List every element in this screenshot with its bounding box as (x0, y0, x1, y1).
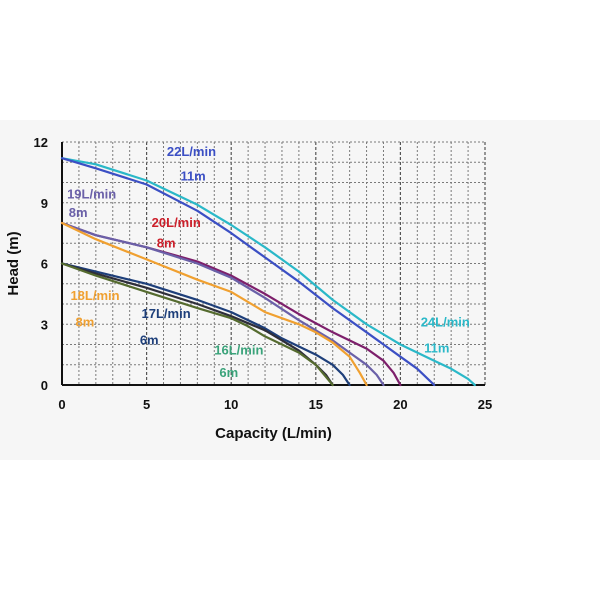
x-axis-title: Capacity (L/min) (215, 425, 332, 442)
curve-annotation: 19L/min (67, 187, 116, 202)
series-line (60, 221, 385, 387)
series-line (60, 157, 476, 387)
y-tick-label: 0 (41, 378, 48, 393)
y-tick-label: 12 (34, 135, 48, 150)
y-tick-label: 3 (41, 317, 48, 332)
annotations: 22L/min 11m 19L/min 8m 20L/min 8m 18L/min 8m 17L… (67, 144, 470, 380)
series-line (60, 262, 351, 387)
grid (62, 141, 486, 385)
curve-annotation: 6m (140, 333, 159, 348)
curve-annotation: 8m (69, 205, 88, 220)
chart-area: 0 5 10 15 20 25 0 3 6 9 12 22L/min 11m 19L/min 8m 20L/… (0, 120, 600, 460)
pump-performance-chart: 0 5 10 15 20 25 0 3 6 9 12 22L/min 11m 19L/min 8m 20L/… (5, 135, 493, 442)
curve-annotation: 18L/min (70, 288, 119, 303)
x-tick-label: 25 (478, 397, 492, 412)
curve-annotation: 20L/min (152, 215, 201, 230)
curve-annotation: 22L/min (167, 144, 216, 159)
x-tick-label: 5 (143, 397, 150, 412)
x-tick-label: 10 (224, 397, 238, 412)
y-axis-title: Head (m) (5, 231, 22, 295)
series-line (60, 262, 334, 387)
x-tick-label: 20 (393, 397, 407, 412)
y-tick-label: 9 (41, 196, 48, 211)
series-line (60, 157, 436, 387)
curve-annotation: 8m (76, 314, 95, 329)
curve-annotation: 6m (219, 365, 238, 380)
curve-annotation: 16L/min (214, 343, 263, 358)
tick-labels: 0 5 10 15 20 25 0 3 6 9 12 (34, 135, 493, 412)
curve-annotation: 24L/min (421, 314, 470, 329)
series-group (60, 157, 476, 387)
y-tick-label: 6 (41, 257, 48, 272)
curve-annotation: 11m (180, 168, 205, 183)
curve-annotation: 8m (157, 235, 176, 250)
x-tick-label: 0 (58, 397, 65, 412)
curve-annotation: 17L/min (142, 306, 191, 321)
curve-annotation: 11m (424, 341, 449, 356)
series-line (60, 221, 368, 387)
x-tick-label: 15 (309, 397, 323, 412)
